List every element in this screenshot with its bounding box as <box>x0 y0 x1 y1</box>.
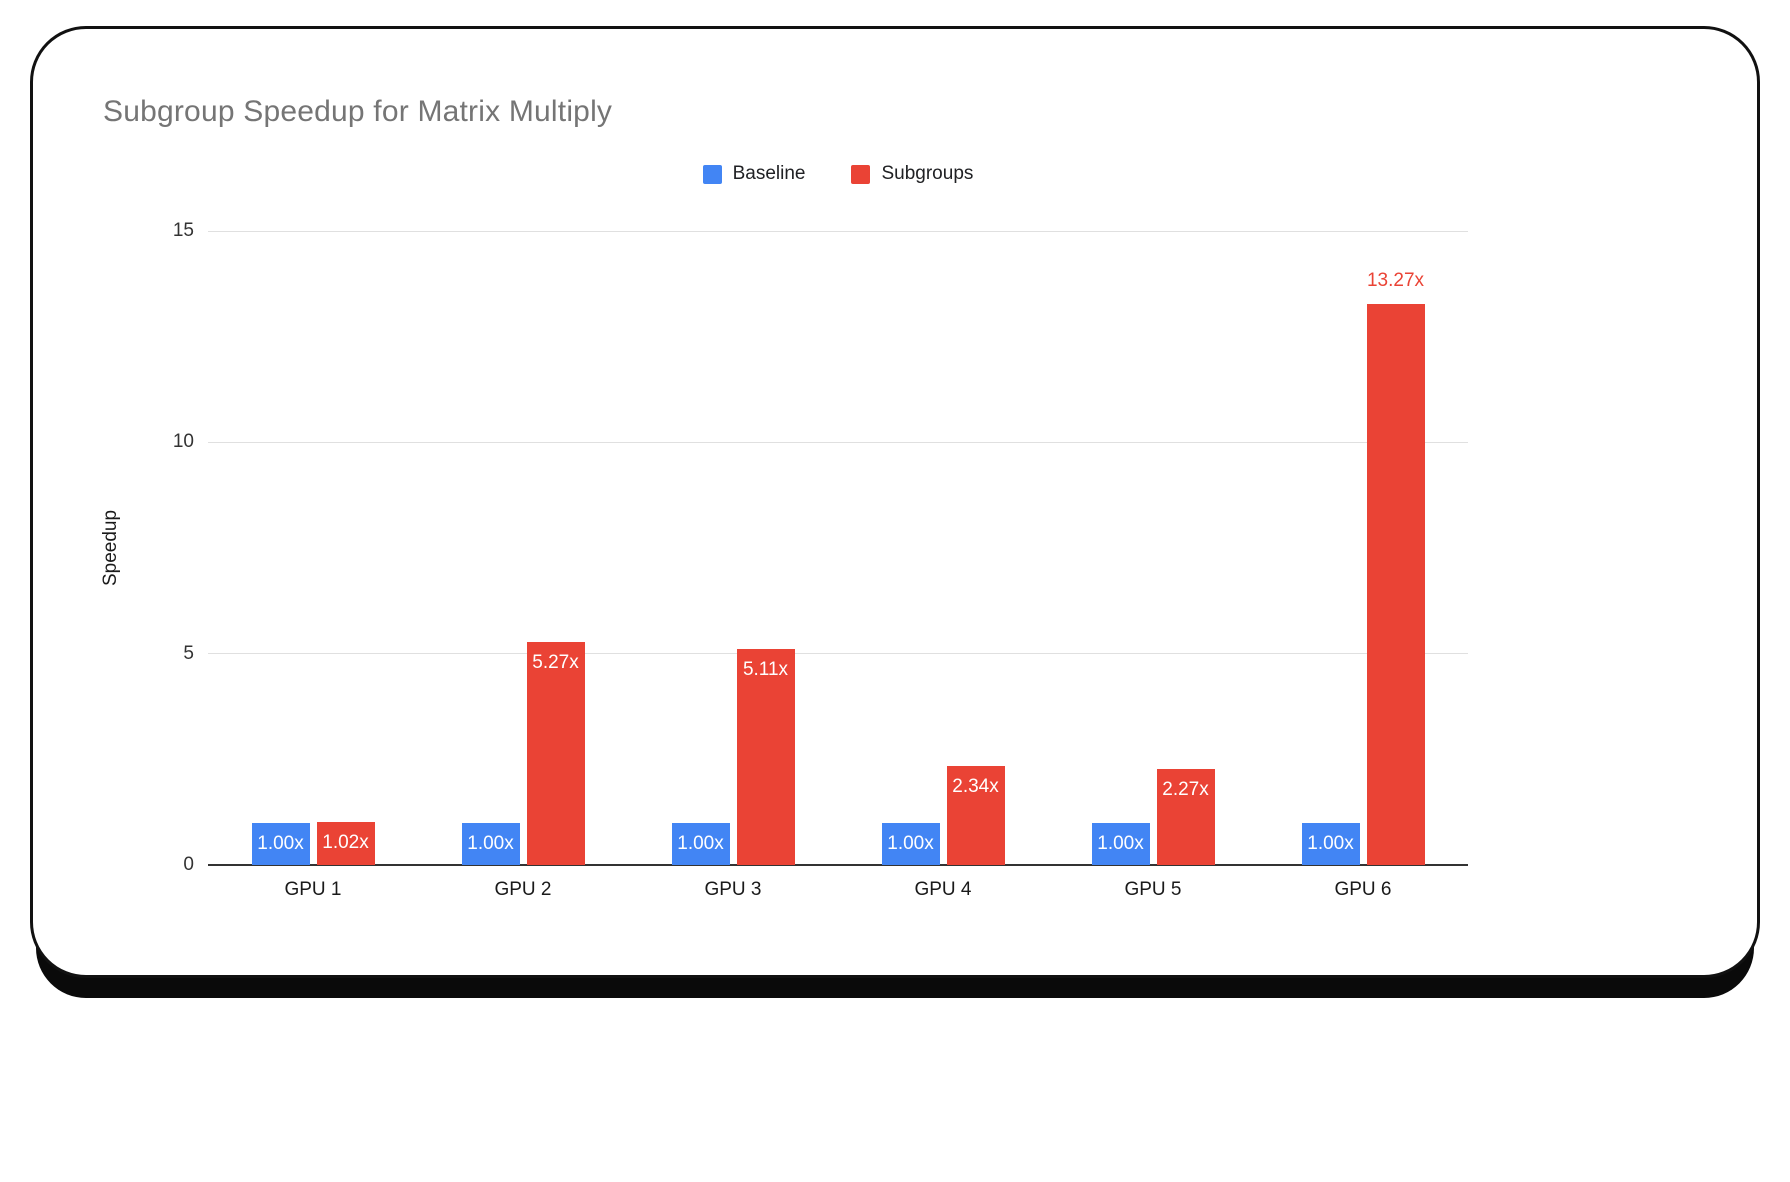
bar-label-baseline-gpu-2: 1.00x <box>467 832 514 854</box>
x-label-gpu-6: GPU 6 <box>1334 879 1392 900</box>
bar-subgroups-gpu-4 <box>946 766 1005 865</box>
bar-subgroups-gpu-6 <box>1366 304 1425 865</box>
bar-baseline-gpu-3 <box>671 822 730 865</box>
bar-baseline-gpu-5 <box>1091 822 1150 865</box>
legend-label-baseline: Baseline <box>732 163 806 184</box>
bar-baseline-gpu-6 <box>1301 822 1360 865</box>
y-tick-label-0: 0 <box>183 854 194 875</box>
x-axis-line <box>208 864 1468 866</box>
y-tick-label-10: 10 <box>172 431 194 453</box>
gridline-15 <box>208 230 1468 232</box>
x-label-gpu-2: GPU 2 <box>494 879 552 900</box>
bar-subgroups-gpu-2 <box>526 642 585 865</box>
bar-label-baseline-gpu-3: 1.00x <box>677 832 724 854</box>
legend-label-subgroups: Subgroups <box>881 163 974 184</box>
bar-label-subgroups-gpu-3: 5.11x <box>742 659 789 681</box>
bar-label-subgroups-gpu-1: 1.02x <box>322 831 369 853</box>
bar-label-subgroups-gpu-5: 2.27x <box>1162 779 1209 801</box>
bar-label-subgroups-gpu-2: 5.27x <box>532 652 579 674</box>
bar-baseline-gpu-1 <box>251 822 310 865</box>
legend-item-subgroups: Subgroups <box>851 163 973 185</box>
legend-swatch-subgroups <box>851 164 871 184</box>
bar-subgroups-gpu-1 <box>316 821 375 865</box>
bar-label-baseline-gpu-5: 1.00x <box>1097 832 1144 854</box>
legend: Baseline Subgroups <box>208 163 1468 185</box>
bar-label-subgroups-gpu-4: 2.34x <box>952 776 999 798</box>
gridline-5 <box>208 653 1468 655</box>
legend-swatch-baseline <box>702 164 722 184</box>
bar-label-subgroups-gpu-6: 13.27x <box>1366 270 1425 292</box>
bar-baseline-gpu-2 <box>461 822 520 865</box>
bar-label-baseline-gpu-6: 1.00x <box>1307 832 1354 854</box>
legend-item-baseline: Baseline <box>702 163 806 185</box>
x-label-gpu-5: GPU 5 <box>1124 879 1182 900</box>
bar-label-baseline-gpu-1: 1.00x <box>257 832 304 854</box>
y-tick-label-15: 15 <box>172 220 194 241</box>
bar-label-baseline-gpu-4: 1.00x <box>887 832 934 854</box>
bar-subgroups-gpu-5 <box>1156 769 1215 865</box>
x-label-gpu-1: GPU 1 <box>284 879 342 900</box>
chart-card: Subgroup Speedup for Matrix Multiply Bas… <box>30 26 1760 978</box>
y-tick-label-5: 5 <box>183 642 194 664</box>
plot-area: 1.00x 1.02x 1.00x 5.27x 1.00x 5.11x 1.00x 2.34x… <box>208 230 1468 866</box>
chart-title: Subgroup Speedup for Matrix Multiply <box>103 95 613 128</box>
bar-baseline-gpu-4 <box>881 822 940 865</box>
x-label-gpu-3: GPU 3 <box>704 879 762 900</box>
x-label-gpu-4: GPU 4 <box>914 879 972 900</box>
y-axis-title: Speedup <box>100 509 121 587</box>
gridline-10 <box>208 441 1468 443</box>
bar-subgroups-gpu-3 <box>736 649 795 865</box>
